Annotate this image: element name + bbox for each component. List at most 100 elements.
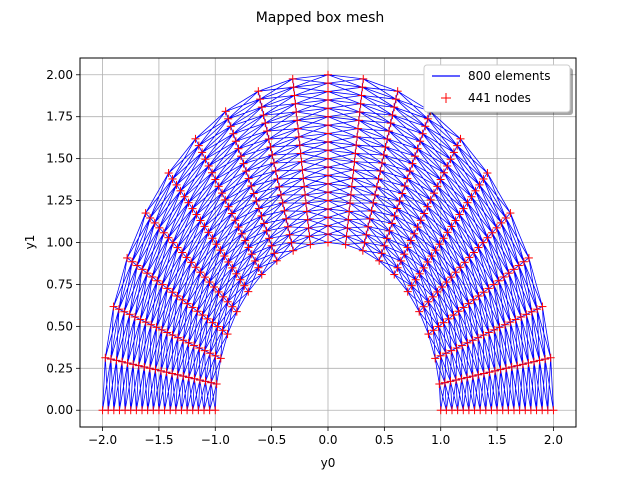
- mesh-node: [324, 204, 332, 213]
- mesh-node: [251, 256, 260, 265]
- mesh-node: [447, 273, 456, 282]
- mesh-node: [349, 166, 358, 175]
- mesh-node: [237, 229, 246, 238]
- mesh-node: [178, 248, 187, 257]
- mesh-node: [193, 307, 202, 316]
- mesh-node: [196, 216, 205, 225]
- mesh-node: [184, 373, 193, 382]
- mesh-node: [474, 243, 483, 252]
- mesh-node: [452, 344, 461, 353]
- mesh-node: [128, 257, 137, 266]
- mesh-node: [442, 278, 451, 287]
- mesh-node: [301, 199, 310, 208]
- mesh-node: [403, 287, 412, 296]
- mesh-node: [513, 361, 522, 370]
- mesh-node: [475, 180, 484, 189]
- mesh-node: [324, 112, 332, 121]
- mesh-node: [479, 174, 488, 183]
- mesh-node: [133, 261, 142, 270]
- mesh-node: [342, 232, 351, 241]
- mesh-node: [204, 228, 213, 237]
- x-tick-label: 1.5: [488, 433, 507, 447]
- mesh-node: [358, 246, 367, 255]
- mesh-node: [345, 207, 354, 216]
- mesh-node: [519, 257, 528, 266]
- x-axis-label: y0: [321, 456, 336, 470]
- mesh-node: [427, 252, 436, 261]
- mesh-node: [244, 243, 253, 252]
- mesh-node: [226, 122, 235, 131]
- mesh-node: [257, 270, 266, 279]
- mesh-node: [419, 302, 428, 311]
- mesh-node: [180, 192, 189, 201]
- mesh-node: [159, 228, 168, 237]
- mesh-node: [429, 326, 438, 335]
- mesh-node: [400, 250, 409, 259]
- mesh-node: [101, 353, 110, 362]
- mesh-node: [188, 303, 197, 312]
- mesh-node: [533, 305, 542, 314]
- mesh-node: [457, 374, 466, 383]
- mesh-node: [291, 99, 300, 108]
- mesh-node: [459, 204, 468, 213]
- mesh-node: [387, 219, 396, 228]
- mesh-node: [359, 74, 368, 83]
- mesh-node: [447, 222, 456, 231]
- y-axis-ticks: 0.00 0.25 0.50 0.75 1.00 1.25 1.50 1.75 2.00: [46, 68, 80, 417]
- mesh-node: [247, 250, 256, 259]
- mesh-node: [306, 240, 315, 249]
- legend-box: [423, 64, 571, 113]
- mesh-node: [270, 249, 279, 258]
- y-tick-label: 0.00: [46, 403, 73, 417]
- mesh-node: [301, 190, 310, 199]
- mesh-node: [490, 325, 499, 334]
- mesh-node: [546, 353, 555, 362]
- mesh-node: [433, 287, 442, 296]
- mesh-node: [236, 275, 245, 284]
- mesh-node: [418, 129, 427, 138]
- mesh-node: [415, 269, 424, 278]
- mesh-node: [455, 210, 464, 219]
- mesh-node: [469, 248, 478, 257]
- mesh-node: [443, 161, 452, 170]
- mesh-node: [479, 331, 488, 340]
- mesh-node: [449, 311, 458, 320]
- mesh-node: [212, 240, 221, 249]
- mesh-node: [371, 190, 380, 199]
- x-tick-label: 2.0: [544, 433, 563, 447]
- mesh-node: [292, 108, 301, 117]
- mesh-node: [224, 114, 233, 123]
- mesh-node: [423, 257, 432, 266]
- mesh-node: [413, 144, 422, 153]
- mesh-node: [377, 249, 386, 258]
- mesh-node: [290, 91, 299, 100]
- mesh-node: [382, 234, 391, 243]
- mesh-node: [299, 174, 308, 183]
- mesh-node: [182, 253, 191, 262]
- mesh-node: [201, 377, 210, 386]
- mesh-node: [353, 124, 362, 133]
- mesh-node: [479, 238, 488, 247]
- mesh-node: [141, 318, 150, 327]
- mesh-node: [283, 222, 292, 231]
- mesh-node: [179, 336, 188, 345]
- mesh-node: [273, 174, 282, 183]
- y-tick-label: 0.75: [46, 277, 73, 291]
- mesh-node: [500, 320, 509, 329]
- mesh-node: [231, 137, 240, 146]
- mesh-node: [348, 174, 357, 183]
- y-tick-label: 1.50: [46, 152, 73, 166]
- mesh-node: [184, 198, 193, 207]
- mesh-node: [369, 198, 378, 207]
- mesh-node: [469, 295, 478, 304]
- mesh-node: [447, 346, 456, 355]
- mesh-node: [451, 268, 460, 277]
- mesh-node: [524, 358, 533, 367]
- mesh-node: [468, 336, 477, 345]
- mesh-node: [214, 182, 223, 191]
- mesh-node: [196, 268, 205, 277]
- mesh-node: [232, 307, 241, 316]
- mesh-node: [324, 137, 332, 146]
- mesh-node: [249, 189, 258, 198]
- mesh-node: [522, 310, 531, 319]
